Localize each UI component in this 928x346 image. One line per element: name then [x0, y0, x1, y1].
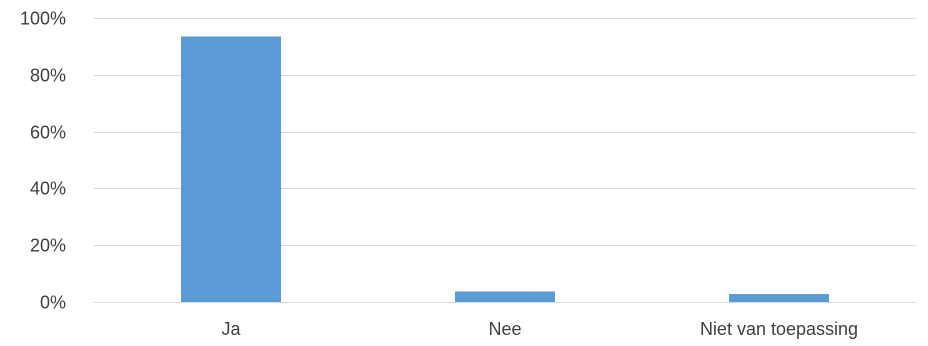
x-tick-label: Ja	[221, 319, 241, 339]
y-tick-label: 0%	[40, 293, 66, 313]
y-tick-label: 20%	[30, 236, 66, 256]
bar-niet-van-toepassing	[729, 294, 829, 302]
x-tick-label: Niet van toepassing	[700, 319, 858, 339]
x-axis-tick-labels: Ja Nee Niet van toepassing	[221, 319, 858, 339]
y-tick-label: 40%	[30, 179, 66, 199]
bar-ja	[181, 36, 281, 303]
x-tick-label: Nee	[488, 319, 521, 339]
y-tick-label: 80%	[30, 66, 66, 86]
y-tick-label: 100%	[20, 9, 66, 29]
y-axis-tick-labels: 0% 20% 40% 60% 80% 100%	[20, 9, 66, 313]
y-tick-label: 60%	[30, 123, 66, 143]
bars	[181, 36, 829, 303]
bar-nee	[455, 291, 555, 302]
